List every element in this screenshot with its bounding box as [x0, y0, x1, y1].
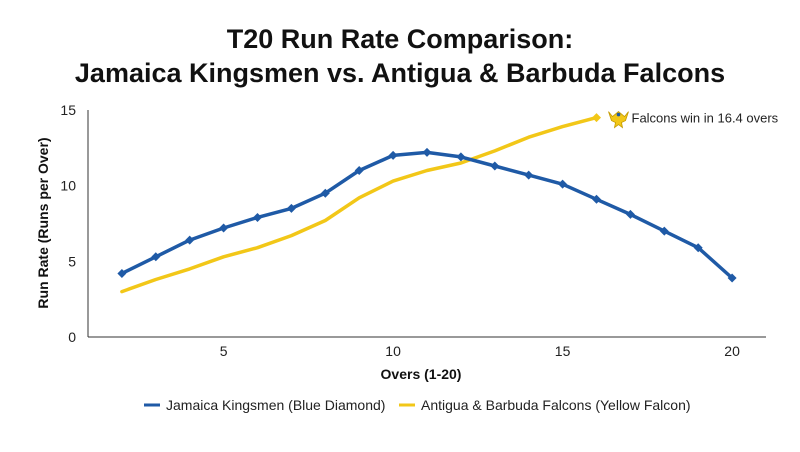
x-tick-labels: 5 10 15 20 [220, 343, 740, 359]
data-point-antigua-end [592, 113, 601, 123]
annotation-text: Falcons win in 16.4 overs [632, 111, 779, 126]
y-tick-label: 5 [68, 253, 76, 269]
data-point-jamaica [185, 235, 195, 245]
series-line-antigua [120, 115, 599, 294]
data-point-jamaica [286, 203, 296, 213]
data-point-jamaica [422, 147, 432, 157]
data-point-jamaica [592, 194, 601, 204]
y-tick-label: 0 [68, 329, 76, 345]
x-tick-label: 15 [555, 343, 571, 359]
y-tick-label: 15 [60, 102, 76, 118]
win-annotation: Falcons win in 16.4 overs [608, 111, 779, 129]
data-point-jamaica [219, 223, 229, 233]
legend-item-antigua: Antigua & Barbuda Falcons (Yellow Falcon… [399, 397, 691, 413]
data-point-jamaica [727, 273, 737, 283]
legend: Jamaica Kingsmen (Blue Diamond) Antigua … [144, 397, 691, 413]
data-point-jamaica [693, 243, 703, 253]
data-point-jamaica [388, 150, 398, 160]
legend-item-jamaica: Jamaica Kingsmen (Blue Diamond) [144, 397, 385, 413]
legend-label-antigua: Antigua & Barbuda Falcons (Yellow Falcon… [421, 397, 691, 413]
x-tick-label: 20 [724, 343, 740, 359]
data-point-jamaica [558, 179, 568, 189]
x-tick-label: 10 [385, 343, 401, 359]
data-point-jamaica [320, 188, 330, 198]
series-layer [117, 113, 737, 294]
y-axis-label: Run Rate (Runs per Over) [35, 137, 51, 308]
falcon-icon [608, 111, 629, 129]
legend-label-jamaica: Jamaica Kingsmen (Blue Diamond) [166, 397, 385, 413]
chart-title-line-2: Jamaica Kingsmen vs. Antigua & Barbuda F… [75, 58, 725, 88]
y-tick-label: 10 [60, 178, 76, 194]
data-point-jamaica [354, 166, 364, 176]
data-point-jamaica [151, 252, 161, 262]
data-point-jamaica [456, 152, 466, 162]
x-axis-label: Overs (1-20) [381, 366, 462, 382]
data-point-jamaica [625, 209, 635, 219]
data-point-jamaica [659, 226, 669, 236]
y-tick-labels: 0 5 10 15 [60, 102, 76, 345]
x-tick-label: 5 [220, 343, 228, 359]
data-point-jamaica [253, 212, 262, 222]
data-point-jamaica [117, 268, 127, 278]
chart-title-line-1: T20 Run Rate Comparison: [227, 24, 574, 54]
data-point-jamaica [490, 161, 500, 171]
data-point-jamaica [524, 170, 534, 180]
